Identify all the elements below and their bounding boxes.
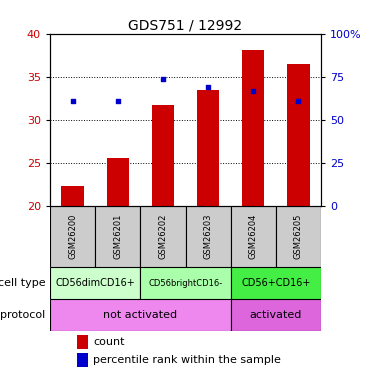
Bar: [276, 206, 321, 267]
Bar: [50, 299, 231, 331]
Bar: [106, 158, 129, 206]
Title: GDS751 / 12992: GDS751 / 12992: [128, 19, 243, 33]
Bar: [186, 206, 231, 267]
Text: cell type: cell type: [0, 278, 46, 288]
Bar: [152, 105, 174, 206]
Text: protocol: protocol: [0, 310, 46, 320]
Bar: [50, 206, 95, 267]
Text: GSM26200: GSM26200: [68, 214, 77, 259]
Text: percentile rank within the sample: percentile rank within the sample: [93, 355, 281, 365]
Text: CD56dimCD16+: CD56dimCD16+: [55, 278, 135, 288]
Bar: [231, 206, 276, 267]
Text: GSM26202: GSM26202: [158, 214, 167, 259]
Bar: [50, 267, 140, 299]
Text: activated: activated: [250, 310, 302, 320]
Text: CD56brightCD16-: CD56brightCD16-: [148, 279, 223, 288]
Point: [70, 98, 76, 104]
Text: count: count: [93, 337, 125, 347]
Bar: [77, 335, 88, 349]
Text: GSM26203: GSM26203: [204, 214, 213, 260]
Point: [250, 88, 256, 94]
Bar: [231, 299, 321, 331]
Bar: [77, 353, 88, 367]
Point: [295, 98, 301, 104]
Text: GSM26205: GSM26205: [294, 214, 303, 259]
Bar: [287, 64, 310, 206]
Point: [160, 75, 166, 81]
Bar: [231, 267, 321, 299]
Bar: [242, 50, 265, 206]
Bar: [140, 267, 231, 299]
Text: not activated: not activated: [103, 310, 177, 320]
Point: [205, 84, 211, 90]
Bar: [95, 206, 140, 267]
Text: GSM26204: GSM26204: [249, 214, 258, 259]
Bar: [61, 186, 84, 206]
Bar: [140, 206, 186, 267]
Text: CD56+CD16+: CD56+CD16+: [241, 278, 311, 288]
Text: GSM26201: GSM26201: [113, 214, 122, 259]
Point: [115, 98, 121, 104]
Bar: [197, 90, 219, 206]
